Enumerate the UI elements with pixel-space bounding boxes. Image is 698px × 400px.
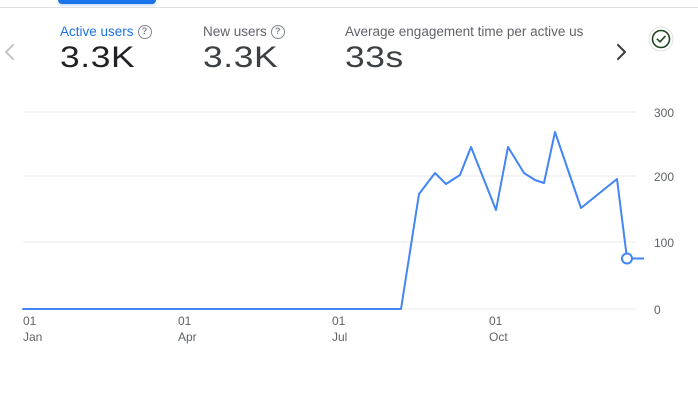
svg-text:Apr: Apr bbox=[178, 330, 197, 344]
svg-text:Jul: Jul bbox=[332, 330, 347, 344]
svg-text:01: 01 bbox=[332, 314, 346, 328]
svg-text:01: 01 bbox=[23, 314, 37, 328]
svg-text:01: 01 bbox=[178, 314, 192, 328]
svg-text:Oct: Oct bbox=[489, 330, 508, 344]
svg-text:0: 0 bbox=[654, 303, 661, 317]
svg-text:01: 01 bbox=[489, 314, 503, 328]
svg-text:100: 100 bbox=[654, 236, 674, 250]
svg-text:300: 300 bbox=[654, 106, 674, 120]
svg-text:200: 200 bbox=[654, 170, 674, 184]
svg-text:Jan: Jan bbox=[23, 330, 42, 344]
